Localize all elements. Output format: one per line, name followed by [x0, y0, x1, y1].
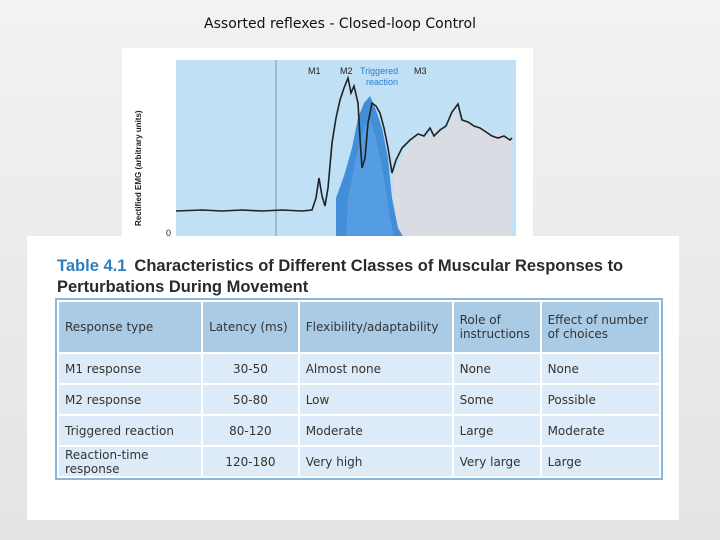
table-row: M1 response 30-50 Almost none None None [56, 352, 662, 385]
label-triggered-2: reaction [366, 77, 398, 87]
table-title-line1: Characteristics of Different Classes of … [134, 257, 624, 275]
label-m2: M2 [340, 66, 353, 76]
responses-table: Response type Latency (ms) Flexibility/a… [55, 298, 663, 480]
cell-flexibility: Low [297, 383, 454, 416]
slide-title: Assorted reflexes - Closed-loop Control [204, 16, 476, 32]
label-m1: M1 [308, 66, 321, 76]
cell-effect-choices: Large [539, 445, 662, 478]
table-heading: Table 4.1 Characteristics of Different Cl… [57, 256, 657, 298]
cell-response-type: M2 response [56, 383, 204, 416]
cell-role-instructions: Some [451, 383, 542, 416]
cell-latency: 80-120 [201, 414, 300, 447]
cell-role-instructions: Large [451, 414, 542, 447]
cell-response-type: Triggered reaction [56, 414, 204, 447]
label-zero: 0 [166, 228, 171, 238]
table-number: Table 4.1 [57, 257, 127, 275]
emg-trace [175, 75, 513, 212]
triggered-reaction-inner [346, 118, 394, 238]
cell-effect-choices: Moderate [539, 414, 662, 447]
cell-response-type: M1 response [56, 352, 204, 385]
header-flexibility: Flexibility/adaptability [297, 300, 454, 354]
table-title-line2: Perturbations During Movement [57, 278, 309, 296]
table-row: Reaction-time response 120-180 Very high… [56, 445, 662, 478]
cell-latency: 50-80 [201, 383, 300, 416]
emg-plot: M1 M2 Triggered reaction M3 0 Rectified … [134, 60, 516, 238]
header-latency: Latency (ms) [201, 300, 300, 354]
m3-area [394, 108, 512, 238]
cell-response-type: Reaction-time response [56, 445, 204, 478]
table-row: M2 response 50-80 Low Some Possible [56, 383, 662, 416]
cell-latency: 30-50 [201, 352, 300, 385]
cell-flexibility: Almost none [297, 352, 454, 385]
cell-latency: 120-180 [201, 445, 300, 478]
cell-role-instructions: None [451, 352, 542, 385]
label-m3: M3 [414, 66, 427, 76]
header-response-type: Response type [56, 300, 204, 354]
table-card: Table 4.1 Characteristics of Different Cl… [27, 236, 679, 520]
header-role-instructions: Role of instructions [451, 300, 542, 354]
emg-figure: M1 M2 Triggered reaction M3 0 Rectified … [122, 48, 533, 238]
header-effect-choices: Effect of number of choices [539, 300, 662, 354]
label-triggered-1: Triggered [360, 66, 398, 76]
table-header-row: Response type Latency (ms) Flexibility/a… [56, 300, 662, 354]
cell-effect-choices: Possible [539, 383, 662, 416]
cell-flexibility: Very high [297, 445, 454, 478]
y-axis-label: Rectified EMG (arbitrary units) [134, 110, 143, 226]
cell-effect-choices: None [539, 352, 662, 385]
cell-role-instructions: Very large [451, 445, 542, 478]
table-row: Triggered reaction 80-120 Moderate Large… [56, 414, 662, 447]
cell-flexibility: Moderate [297, 414, 454, 447]
